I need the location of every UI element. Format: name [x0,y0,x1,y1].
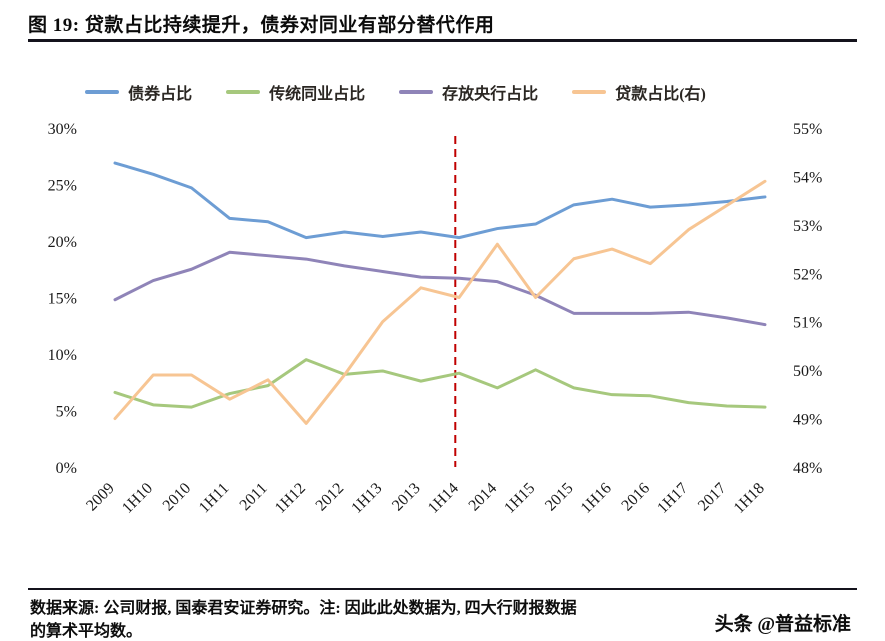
data-source-note: 数据来源: 公司财报, 国泰君安证券研究。注: 因此此处数据为, 四大行财报数据… [30,597,577,641]
x-axis-tick-label: 1H10 [119,480,156,517]
right-axis-tick-label: 51% [793,315,822,332]
right-axis-tick-label: 55% [793,121,822,138]
legend-marker-bond-share [85,90,120,94]
x-axis-tick-label: 2016 [618,480,653,515]
legend-item-loan-share: 贷款占比(右) [572,80,706,104]
x-axis-tick-label: 2009 [83,480,118,515]
series-line-1 [113,358,767,409]
legend-label-loan-share: 贷款占比(右) [615,86,706,103]
data-source-note-line1: 数据来源: 公司财报, 国泰君安证券研究。注: 因此此处数据为, 四大行财报数据 [30,600,577,617]
footer-rule [28,588,857,590]
series-line-3 [113,179,767,425]
right-axis-tick-label: 52% [793,266,822,283]
x-axis-tick-label: 1H12 [272,480,309,517]
x-axis-tick-label: 2013 [389,480,424,515]
right-axis-tick-label: 49% [793,412,822,429]
x-axis-tick-label: 1H13 [348,480,385,517]
left-axis-tick-label: 30% [48,121,77,138]
legend-marker-loan-share [572,90,607,94]
legend-label-central-bank-share: 存放央行占比 [442,86,539,103]
legend-item-interbank-share: 传统同业占比 [226,80,365,104]
legend-marker-central-bank-share [399,90,434,94]
legend-marker-interbank-share [226,90,261,94]
x-axis-tick-label: 2017 [695,480,730,515]
series-line-0 [113,161,767,240]
data-source-note-line2: 的算术平均数。 [30,623,143,641]
left-axis-tick-label: 25% [48,178,77,195]
legend-label-interbank-share: 传统同业占比 [269,86,366,103]
right-axis-tick-label: 53% [793,218,822,235]
x-axis-tick-label: 1H15 [501,480,538,517]
x-axis-tick-label: 2010 [160,480,195,515]
legend-label-bond-share: 债券占比 [128,86,193,103]
x-axis-tick-label: 1H14 [425,480,462,517]
left-axis-tick-label: 20% [48,234,77,251]
left-axis-tick-label: 0% [56,460,77,477]
line-chart-plot: 0% 5% 10% 15% 20% 25% 30% 48% 49% 50% 51% 52% 53% 54%… [48,121,823,517]
x-axis-tick-label: 2011 [237,480,271,514]
x-axis-tick-label: 1H18 [731,480,768,517]
legend-item-central-bank-share: 存放央行占比 [399,80,538,104]
right-axis-tick-label: 48% [793,460,822,477]
watermark: 头条 @普益标准 [714,614,851,635]
left-axis-tick-label: 5% [56,404,77,421]
x-axis-tick-label: 2012 [313,480,348,515]
x-axis-tick-label: 1H11 [196,480,233,517]
x-axis-tick-label: 2015 [542,480,577,515]
x-axis-tick-label: 1H17 [654,480,691,517]
title-rule [28,39,857,42]
x-axis-tick-label: 1H16 [578,480,615,517]
legend-item-bond-share: 债券占比 [85,80,192,104]
x-axis-tick-label: 2014 [466,480,501,515]
right-axis-tick-label: 50% [793,363,822,380]
left-axis-tick-label: 15% [48,291,77,308]
series-line-2 [113,250,767,327]
left-axis-tick-label: 10% [48,347,77,364]
chart-legend: 债券占比 传统同业占比 存放央行占比 贷款占比(右) [0,80,791,104]
figure-title: 图 19: 贷款占比持续提升，债券对同业有部分替代作用 [28,15,495,36]
right-axis-tick-label: 54% [793,169,822,186]
